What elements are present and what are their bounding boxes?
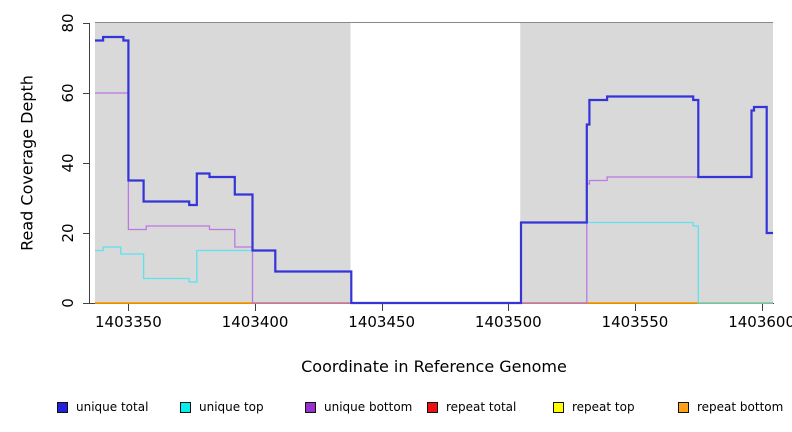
- x-tick-mark: [128, 304, 130, 311]
- y-tick-label: 0: [59, 298, 77, 308]
- series-unique-top: [95, 221, 773, 304]
- legend-swatch-icon: [678, 401, 689, 413]
- legend-swatch-icon: [180, 401, 191, 413]
- legend-label: repeat bottom: [697, 400, 784, 414]
- legend-label: unique total: [76, 400, 149, 414]
- x-tick-label: 1403600: [728, 313, 792, 331]
- y-tick-mark: [83, 303, 90, 304]
- x-tick-mark: [381, 304, 383, 311]
- legend-item-repeat-bottom: repeat bottom: [678, 400, 783, 414]
- y-tick-label: 20: [59, 223, 77, 243]
- plot-area: [95, 23, 773, 305]
- legend-label: unique top: [199, 400, 264, 414]
- x-tick-mark: [634, 304, 636, 311]
- legend-item-repeat-total: repeat total: [427, 400, 516, 414]
- x-tick-label: 1403400: [221, 313, 289, 331]
- x-tick-mark: [508, 304, 510, 311]
- y-tick-mark: [83, 163, 90, 164]
- plot-canvas: [95, 23, 773, 305]
- legend-label: unique bottom: [324, 400, 413, 414]
- legend-item-unique-bottom: unique bottom: [305, 400, 412, 414]
- series-unique-total: [95, 35, 773, 305]
- y-tick-label: 60: [59, 83, 77, 103]
- shaded-region: [95, 23, 351, 303]
- shaded-region: [520, 23, 773, 303]
- y-axis-title: Read Coverage Depth: [17, 75, 37, 251]
- x-tick-label: 1403550: [601, 313, 669, 331]
- x-tick-label: 1403450: [348, 313, 416, 331]
- legend-item-repeat-top: repeat top: [553, 400, 635, 414]
- legend-item-unique-top: unique top: [180, 400, 264, 414]
- y-tick-label: 40: [59, 153, 77, 173]
- x-tick-mark: [761, 304, 763, 311]
- legend-swatch-icon: [553, 401, 564, 413]
- legend-label: repeat total: [446, 400, 517, 414]
- y-tick-mark: [83, 233, 90, 234]
- plot-top-border: [95, 22, 773, 23]
- x-tick-mark: [255, 304, 257, 311]
- x-tick-label: 1403500: [474, 313, 542, 331]
- legend-swatch-icon: [305, 401, 316, 413]
- y-tick-mark: [83, 93, 90, 94]
- legend-swatch-icon: [57, 401, 68, 413]
- legend-item-unique-total: unique total: [57, 400, 148, 414]
- x-tick-label: 1403350: [95, 313, 162, 331]
- legend-swatch-icon: [427, 401, 438, 413]
- x-axis-title: Coordinate in Reference Genome: [301, 357, 567, 376]
- y-tick-label: 80: [59, 13, 77, 33]
- legend-label: repeat top: [572, 400, 635, 414]
- y-tick-mark: [83, 23, 90, 24]
